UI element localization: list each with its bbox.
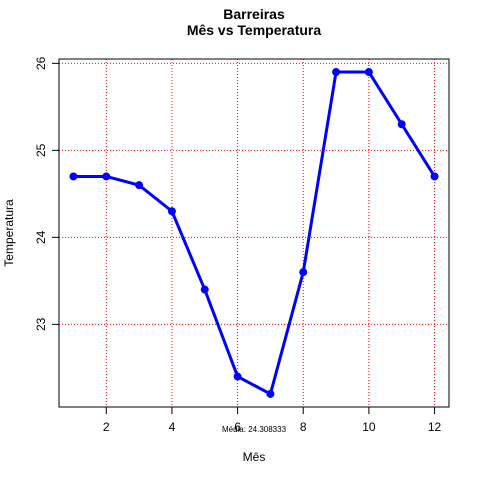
data-point-5 — [200, 285, 209, 294]
y-tick-label-24: 24 — [34, 230, 48, 244]
data-point-2 — [102, 172, 111, 181]
x-tick-label-2: 2 — [103, 420, 110, 434]
x-tick-label-10: 10 — [362, 420, 376, 434]
x-tick-label-4: 4 — [169, 420, 176, 434]
mean-annotation: Média: 24.308333 — [222, 425, 287, 434]
data-point-1 — [69, 172, 78, 181]
data-point-7 — [266, 389, 275, 398]
y-axis-label: Temperatura — [2, 199, 16, 267]
data-point-3 — [135, 181, 144, 190]
data-point-10 — [364, 68, 373, 77]
x-tick-label-6: 6 — [234, 420, 241, 434]
y-tick-label-23: 23 — [34, 317, 48, 331]
series-layer — [69, 68, 439, 398]
data-point-4 — [167, 207, 176, 216]
data-point-12 — [430, 172, 439, 181]
x-axis-label: Mês — [243, 450, 266, 464]
grid — [59, 59, 449, 407]
data-point-6 — [233, 372, 242, 381]
chart-subtitle: Mês vs Temperatura — [187, 22, 322, 38]
data-point-8 — [299, 268, 308, 277]
y-tick-label-25: 25 — [34, 143, 48, 157]
data-point-11 — [397, 120, 406, 129]
chart-title: Barreiras — [223, 6, 285, 22]
y-tick-label-26: 26 — [34, 56, 48, 70]
x-tick-label-12: 12 — [428, 420, 442, 434]
series-line-0 — [73, 70, 436, 396]
data-point-9 — [332, 68, 341, 77]
plot-frame — [58, 58, 450, 408]
x-tick-label-8: 8 — [300, 420, 307, 434]
